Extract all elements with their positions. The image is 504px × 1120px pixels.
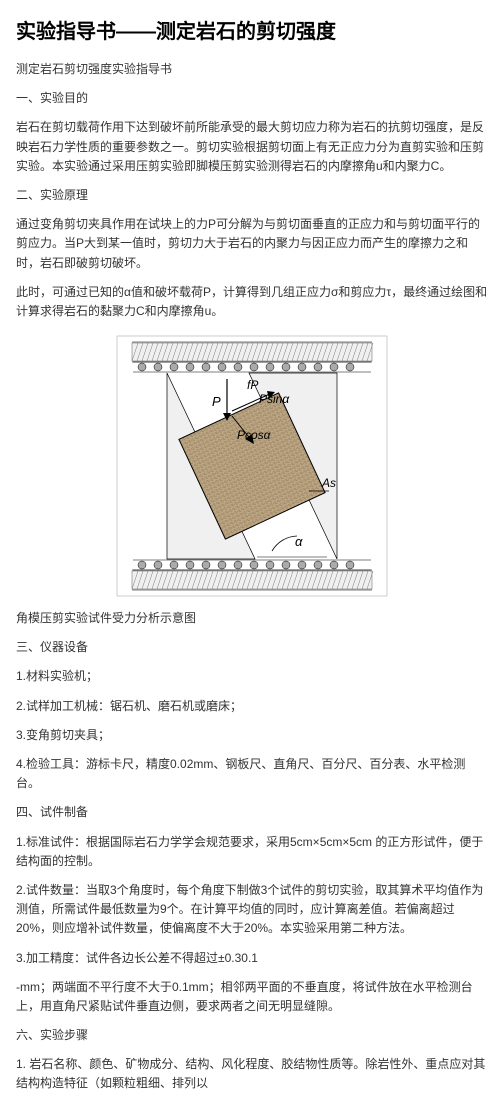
svg-text:As: As <box>321 476 336 490</box>
section-4-item-1: 1.标准试件：根据国际岩石力学学会规范要求，采用5cm×5cm×5cm 的正方形… <box>16 833 488 871</box>
section-1-heading: 一、实验目的 <box>16 89 488 108</box>
svg-text:α: α <box>295 534 303 549</box>
section-2-body-2: 此时，可通过已知的α值和破坏载荷P，计算得到几组正应力σ和剪应力τ，最终通过绘图… <box>16 283 488 321</box>
svg-text:Psinα: Psinα <box>259 392 290 406</box>
section-4-heading: 四、试件制备 <box>16 803 488 822</box>
section-4-item-2: 2.试件数量：当取3个角度时，每个角度下制做3个试件的剪切实验，取其算术平均值作… <box>16 881 488 939</box>
section-4-item-4: -mm；两端面不平行度不大于0.1mm；相邻两平面的不垂直度，将试件放在水平检测… <box>16 978 488 1016</box>
section-6-heading: 六、实验步骤 <box>16 1026 488 1045</box>
svg-text:fP: fP <box>247 378 258 392</box>
section-3-item-3: 3.变角剪切夹具； <box>16 726 488 745</box>
subtitle: 测定岩石剪切强度实验指导书 <box>16 60 488 79</box>
section-3-item-1: 1.材料实验机； <box>16 667 488 686</box>
page-title: 实验指导书——测定岩石的剪切强度 <box>16 16 488 48</box>
section-1-body: 岩石在剪切载荷作用下达到破坏前所能承受的最大剪切应力称为岩石的抗剪切强度，是反映… <box>16 118 488 176</box>
section-2-heading: 二、实验原理 <box>16 186 488 205</box>
section-3-heading: 三、仪器设备 <box>16 638 488 657</box>
section-2-body-1: 通过变角剪切夹具作用在试块上的力P可分解为与剪切面垂直的正应力和与剪切面平行的剪… <box>16 215 488 273</box>
section-6-item-1: 1. 岩石名称、颜色、矿物成分、结构、风化程度、胶结物性质等。除岩性外、重点应对… <box>16 1055 488 1093</box>
diagram-caption: 角模压剪实验试件受力分析示意图 <box>16 609 488 628</box>
section-4-item-3: 3.加工精度：试件各边长公差不得超过±0.30.1 <box>16 949 488 968</box>
svg-text:P: P <box>212 394 221 409</box>
section-3-item-4: 4.检验工具：游标卡尺，精度0.02mm、钢板尺、直角尺、百分尺、百分表、水平检… <box>16 755 488 793</box>
force-diagram: PfPPsinα Pcosα As α <box>97 331 407 601</box>
svg-text:Pcosα: Pcosα <box>237 428 272 442</box>
